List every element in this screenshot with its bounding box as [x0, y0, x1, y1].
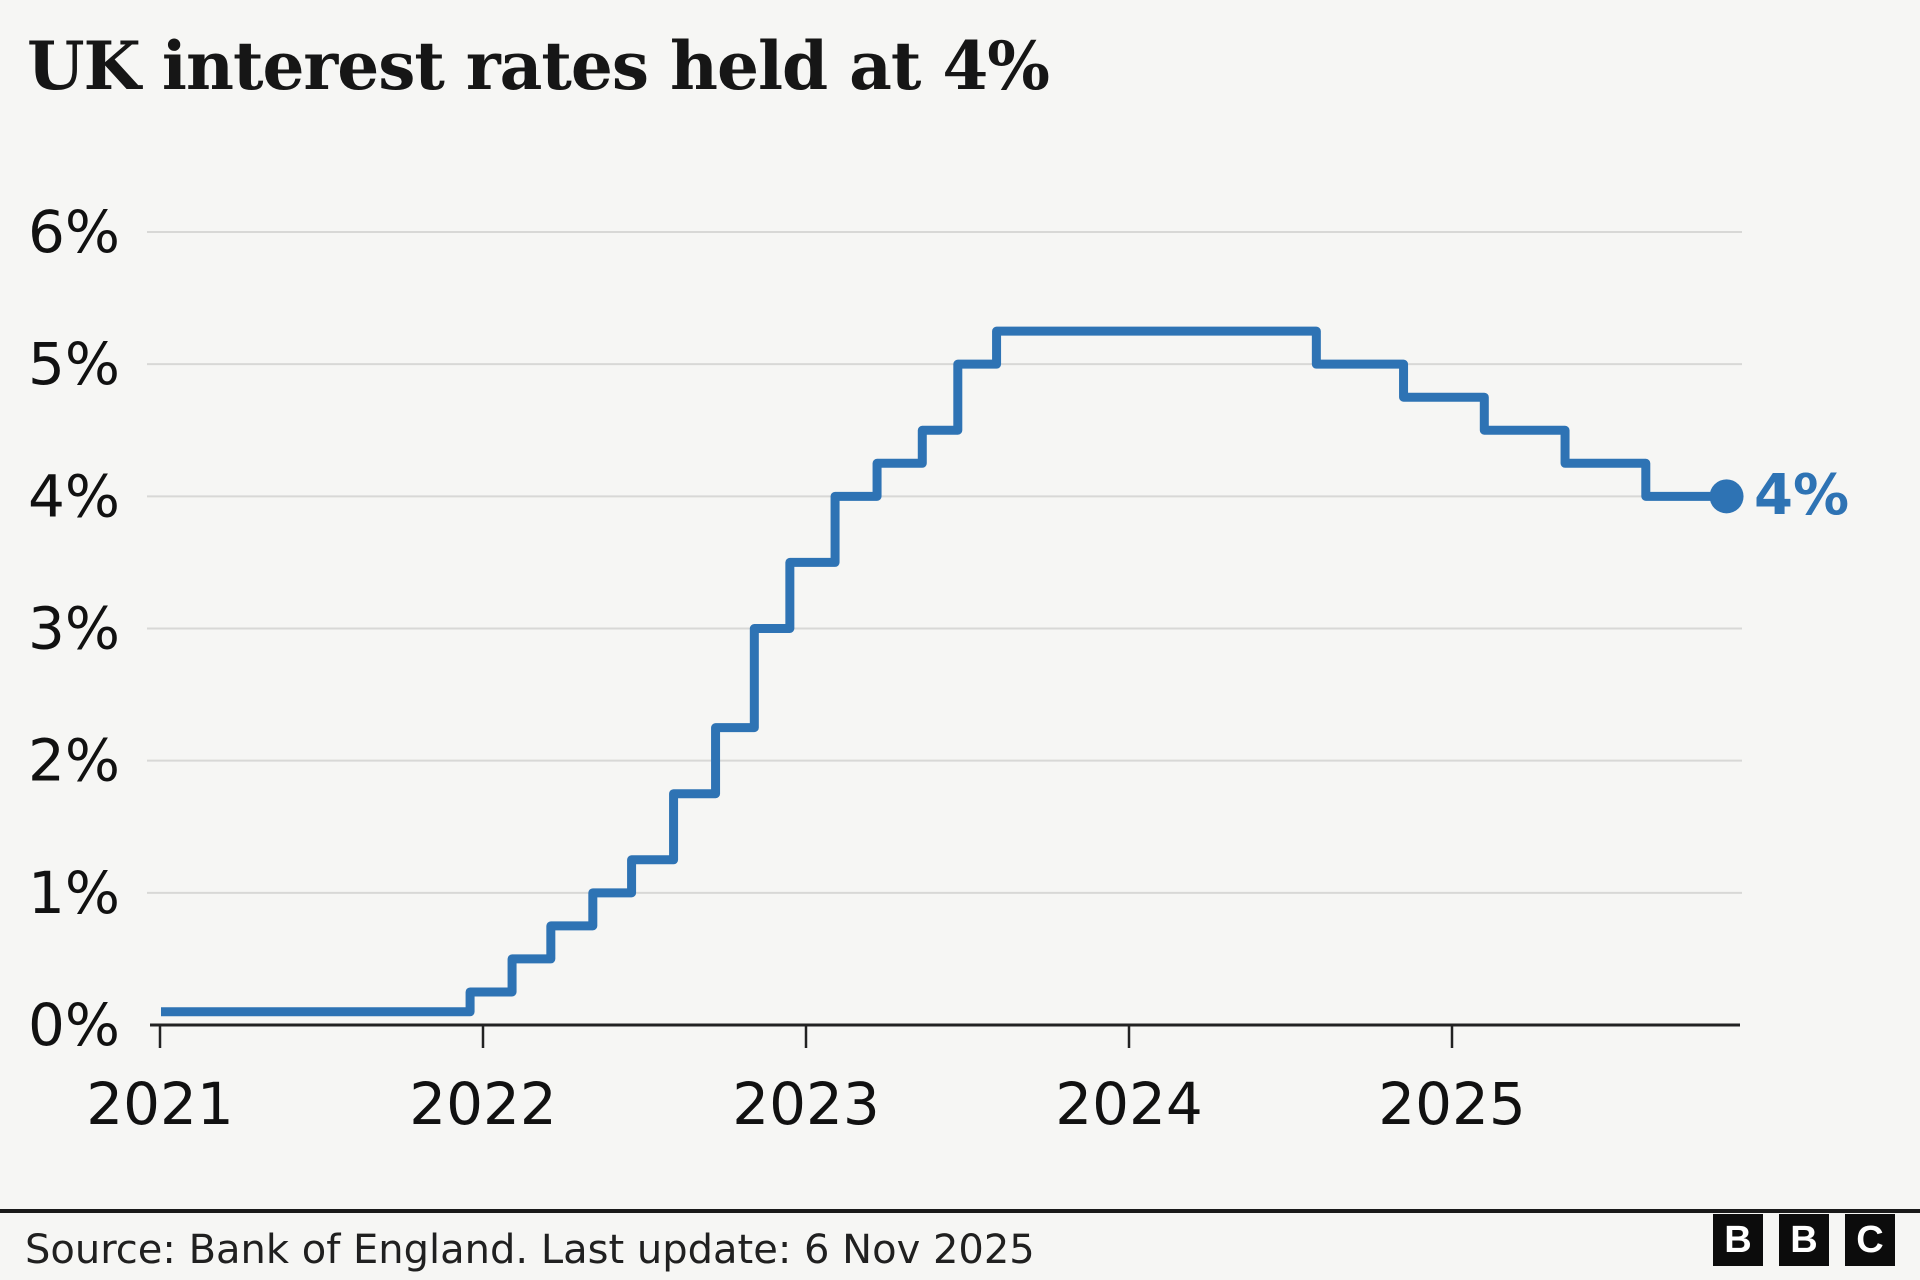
x-tick-label: 2022 — [409, 1070, 557, 1138]
y-tick-label: 3% — [28, 595, 120, 663]
x-tick-label: 2025 — [1378, 1070, 1526, 1138]
bbc-logo-block-1: B — [1713, 1214, 1763, 1266]
y-tick-label: 1% — [28, 859, 120, 927]
footer-divider — [0, 1209, 1920, 1213]
y-tick-label: 5% — [28, 330, 120, 398]
rate-step-line — [161, 326, 1727, 1017]
y-tick-label: 4% — [28, 462, 120, 530]
bbc-logo: B B C — [1713, 1214, 1895, 1266]
y-tick-label: 6% — [28, 198, 120, 266]
x-tick-label: 2021 — [86, 1070, 234, 1138]
y-tick-label: 0% — [28, 991, 120, 1059]
y-tick-label: 2% — [28, 727, 120, 795]
bbc-logo-block-2: B — [1779, 1214, 1829, 1266]
x-tick-label: 2024 — [1055, 1070, 1203, 1138]
source-caption: Source: Bank of England. Last update: 6 … — [25, 1227, 1035, 1273]
end-point-dot — [1709, 479, 1744, 514]
current-rate-label: 4% — [1754, 462, 1850, 528]
bbc-logo-block-3: C — [1845, 1214, 1895, 1266]
chart-title: UK interest rates held at 4% — [27, 27, 1050, 105]
x-tick-label: 2023 — [732, 1070, 880, 1138]
